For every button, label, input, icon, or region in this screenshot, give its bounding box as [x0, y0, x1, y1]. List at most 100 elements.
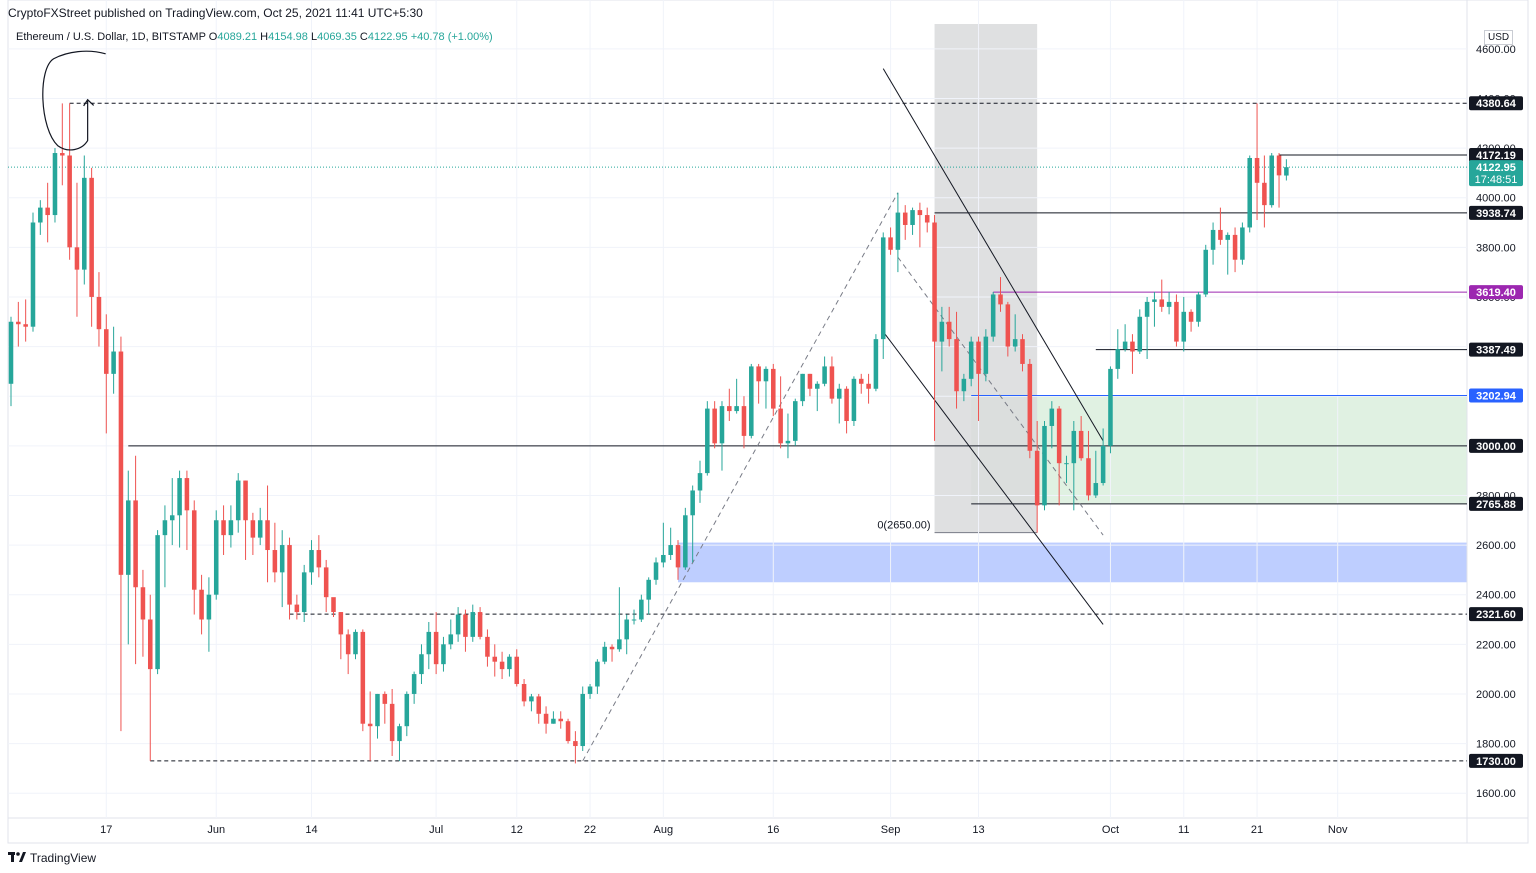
candle-body	[1012, 339, 1018, 347]
candle-body	[998, 294, 1003, 305]
price-tag-3619.40: 3619.40	[1476, 287, 1516, 299]
candle-body	[558, 718, 564, 722]
symbol-name[interactable]: Ethereum / U.S. Dollar, 1D, BITSTAMP	[16, 31, 206, 43]
candle-body	[426, 631, 432, 655]
trendline-0	[882, 68, 1104, 442]
price-tag-bg	[1469, 285, 1523, 300]
candle-body	[932, 222, 937, 342]
candle-body	[1100, 445, 1106, 484]
candle-body	[529, 696, 534, 702]
price-tag-bg	[1469, 96, 1523, 111]
candle-body	[140, 587, 146, 620]
candle-body	[595, 661, 600, 687]
candle-body	[683, 515, 688, 568]
candle-body	[690, 490, 695, 516]
candle-body	[1247, 157, 1252, 228]
footer-brand-name: TradingView	[30, 851, 97, 865]
currency-button[interactable]: USD	[1484, 30, 1514, 45]
candle-body	[382, 693, 388, 704]
price-tag-4122.95: 4122.95	[1476, 162, 1516, 174]
candle-body	[712, 408, 717, 444]
candle-body	[1042, 425, 1047, 506]
candle-body	[191, 510, 197, 590]
candle-body	[551, 718, 556, 724]
time-window	[934, 24, 1038, 533]
x-tick-label: 16	[767, 824, 779, 836]
candle-body	[1276, 155, 1282, 176]
candle-body	[1203, 249, 1209, 295]
close-label: C	[359, 31, 368, 43]
annotations-layer: 0(2650.00)	[42, 50, 931, 532]
candle-body	[719, 406, 725, 444]
x-tick-label: 12	[511, 824, 523, 836]
candle-body	[917, 210, 923, 216]
candle-body	[771, 368, 776, 409]
candle-body	[800, 373, 805, 402]
price-tag-bg	[1469, 496, 1523, 511]
symbol-legend: Ethereum / U.S. Dollar, 1D, BITSTAMP O40…	[16, 31, 493, 43]
candle-body	[646, 579, 651, 600]
price-tag-2321.60: 2321.60	[1476, 609, 1516, 621]
candle-body	[433, 631, 439, 665]
candle-body	[89, 177, 94, 297]
candle-body	[1269, 155, 1274, 206]
time-axis[interactable]: 17 Jun 14 Jul 12 22 Aug 16 Sep 13 Oct 11 21 Nov	[100, 824, 1348, 836]
trendline-3	[897, 256, 1104, 536]
x-tick-label: Nov	[1328, 824, 1348, 836]
candle-body	[727, 406, 732, 412]
x-tick-label: 21	[1251, 824, 1263, 836]
publish-line: CryptoFXStreet published on TradingView.…	[8, 6, 423, 20]
price-tag-bg	[1469, 607, 1523, 622]
candle-body	[514, 656, 520, 685]
candle-body	[126, 500, 131, 575]
x-tick-label: Jun	[207, 824, 225, 836]
y-tick-label: 1600.00	[1476, 788, 1516, 800]
candle-body	[367, 723, 373, 727]
candle-body	[895, 212, 901, 250]
candle-body	[822, 366, 827, 384]
candle-body	[228, 520, 234, 536]
candle-body	[631, 619, 637, 621]
candle-body	[565, 721, 571, 742]
candle-body	[976, 341, 981, 374]
candle-body	[1056, 408, 1062, 464]
candle-body	[668, 545, 673, 555]
candle-body	[1144, 301, 1150, 317]
y-tick-label: 2400.00	[1476, 590, 1516, 602]
y-tick-label: 3800.00	[1476, 242, 1516, 254]
candle-body	[323, 567, 329, 598]
candle-body	[1284, 167, 1289, 176]
price-tag-4172.19: 4172.19	[1476, 150, 1516, 162]
candle-body	[880, 237, 886, 340]
candle-body	[279, 545, 285, 573]
candle-body	[521, 684, 527, 702]
candle-body	[1218, 229, 1223, 240]
tradingview-logo-icon	[8, 851, 26, 865]
candle-body	[1086, 458, 1091, 496]
candle-body	[946, 321, 952, 340]
candle-body	[1159, 299, 1165, 307]
candle-body	[287, 545, 292, 605]
candle-body	[924, 215, 930, 223]
candle-body	[16, 321, 21, 325]
candle-body	[1093, 483, 1099, 496]
trendlines-layer	[582, 68, 1104, 762]
hand-drawn-arrow	[42, 50, 106, 151]
candle-body	[961, 378, 967, 392]
price-tag-3202.94: 3202.94	[1476, 390, 1517, 402]
candle-body	[23, 324, 28, 327]
candle-body	[1232, 234, 1238, 260]
close-value: 4122.95	[367, 31, 408, 43]
candle-body	[147, 619, 153, 670]
candle-body	[1071, 430, 1077, 464]
candle-body	[543, 713, 549, 724]
candle-body	[873, 339, 879, 389]
price-tag-3000.00: 3000.00	[1476, 441, 1516, 453]
price-tag-bg	[1469, 205, 1523, 220]
footer-brand[interactable]: TradingView	[8, 851, 96, 865]
candle-body	[118, 351, 124, 575]
candle-body	[375, 693, 380, 727]
candle-body	[294, 604, 300, 613]
